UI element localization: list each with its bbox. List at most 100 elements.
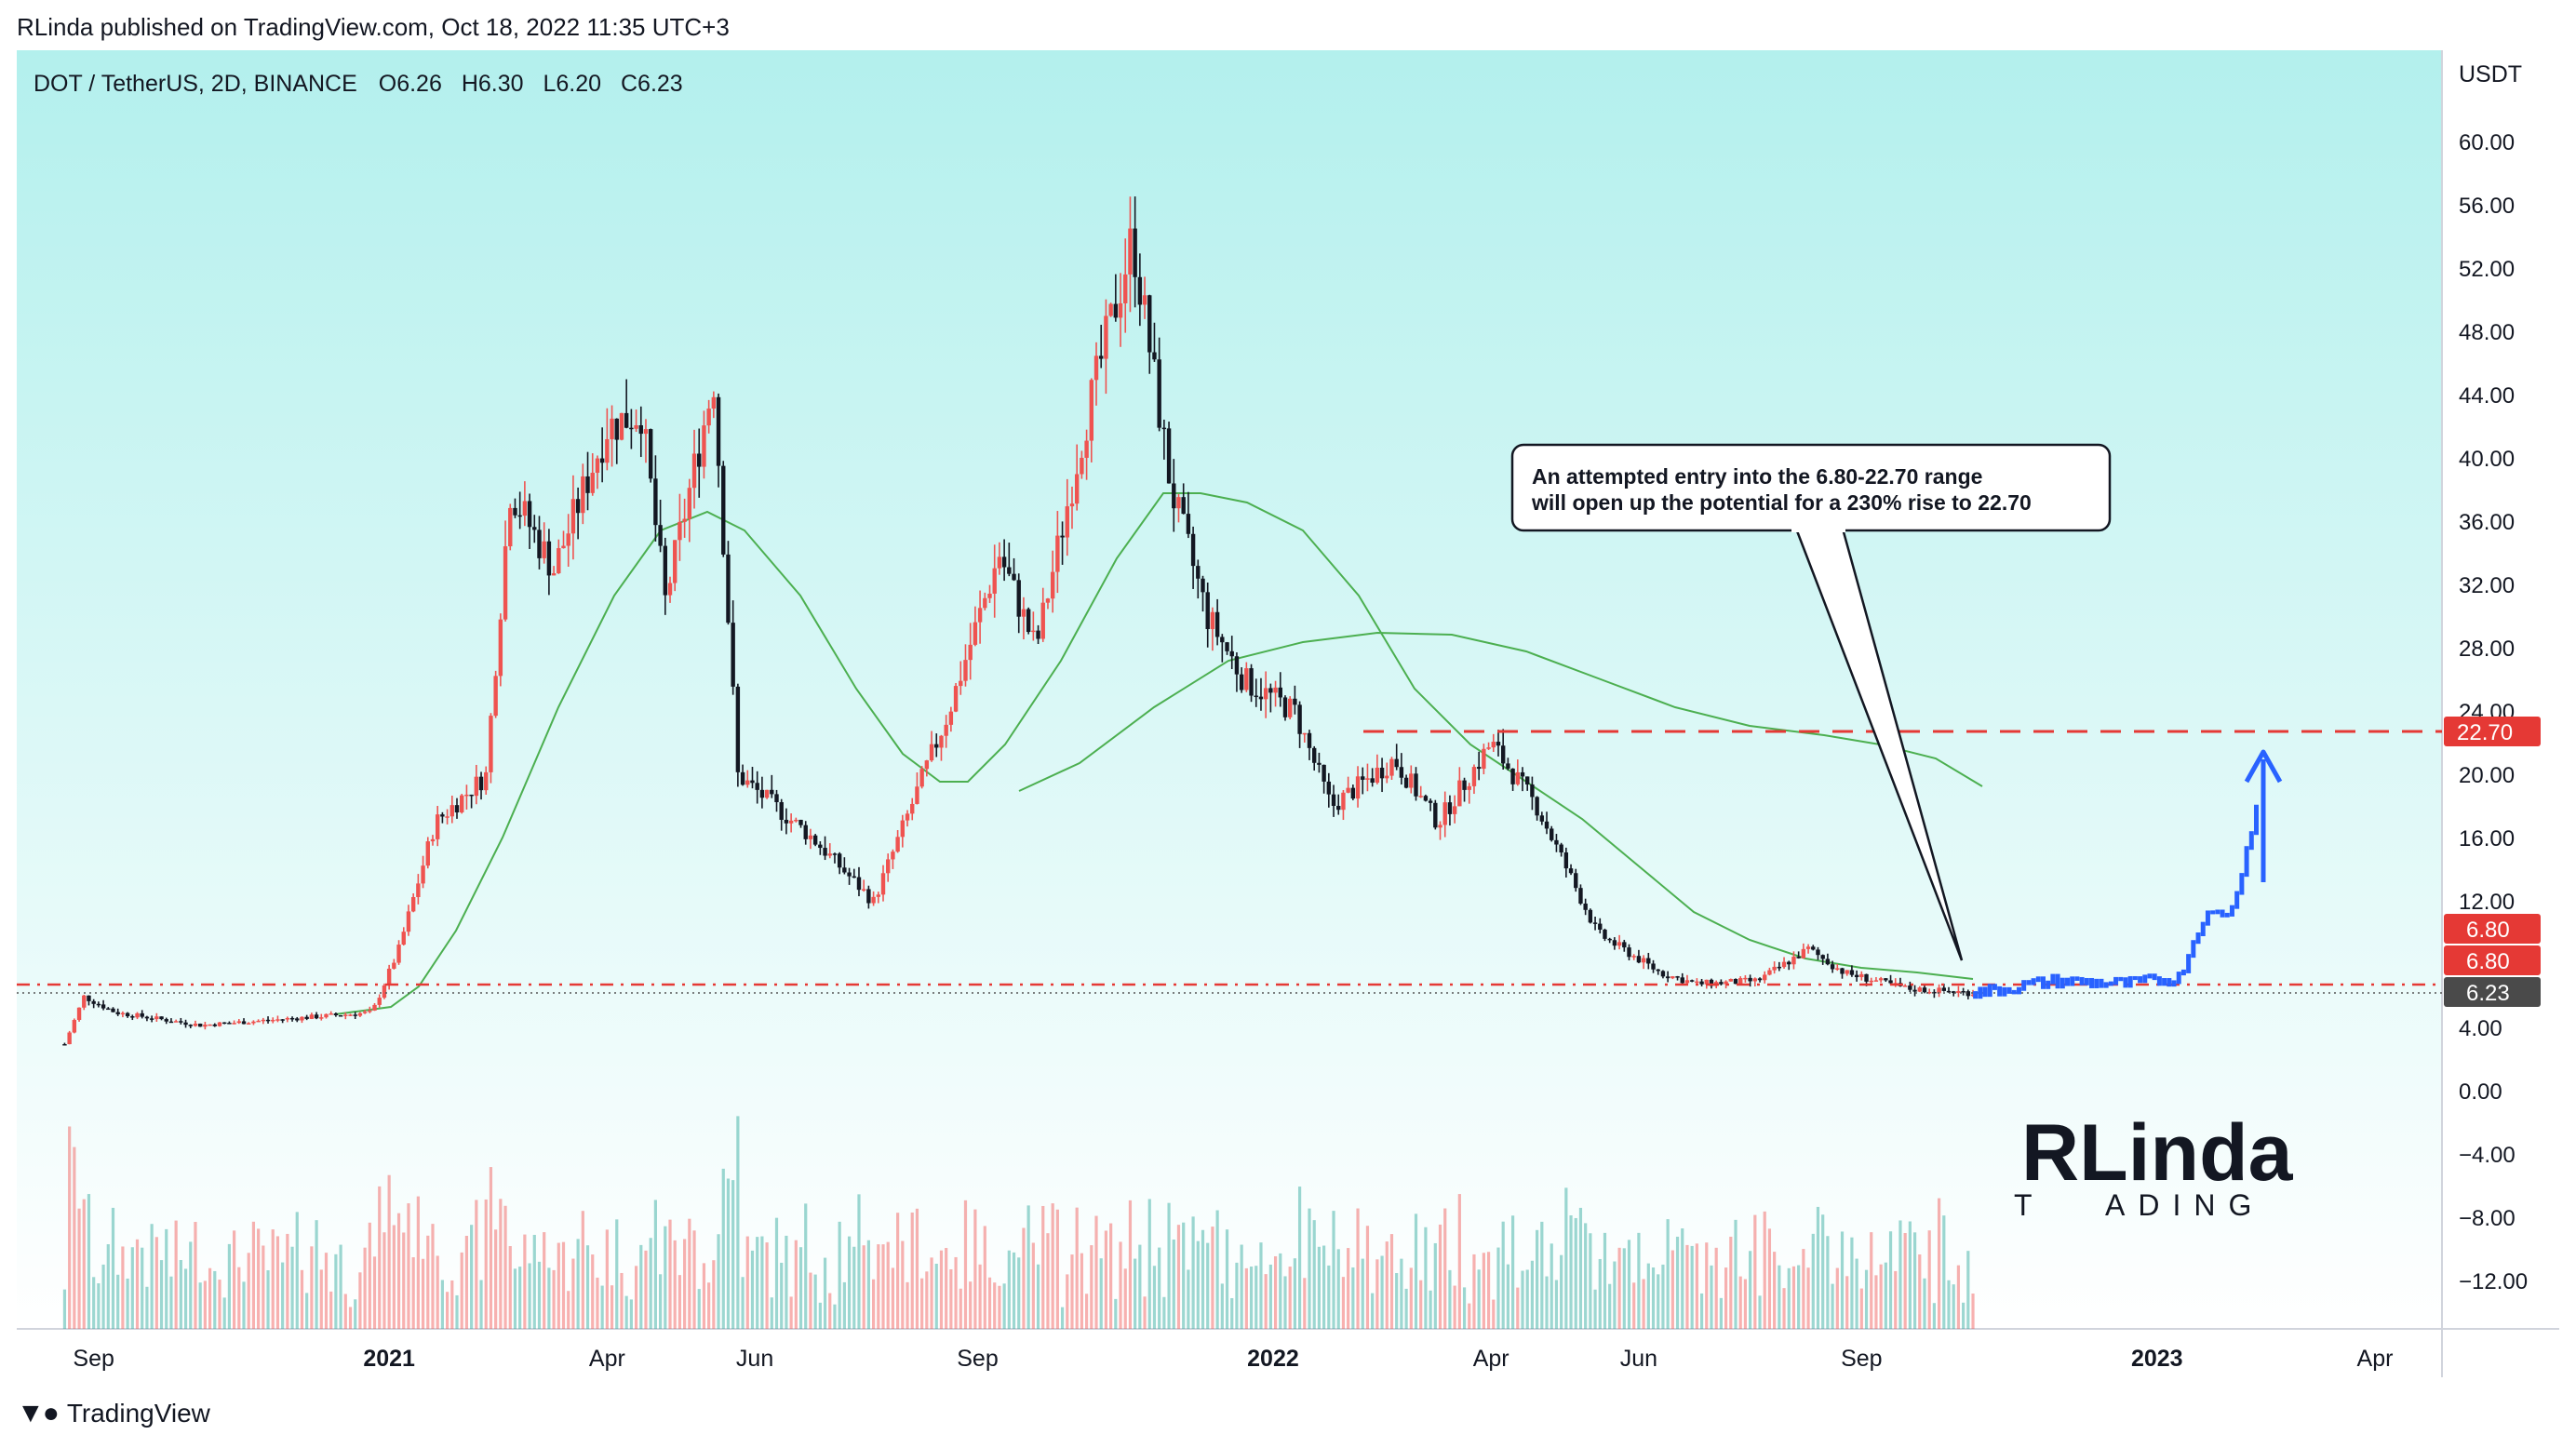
candle-body bbox=[96, 1003, 101, 1006]
volume-bar bbox=[1341, 1277, 1346, 1329]
candle-body bbox=[1361, 776, 1365, 780]
price-tick-label: 40.00 bbox=[2459, 447, 2515, 472]
volume-bar bbox=[271, 1229, 275, 1329]
candle-body bbox=[82, 995, 87, 1008]
volume-bar bbox=[1336, 1249, 1340, 1329]
volume-bar bbox=[798, 1247, 803, 1329]
candle-body bbox=[1108, 303, 1113, 316]
candle-body bbox=[460, 795, 464, 813]
candle-body bbox=[1952, 991, 1956, 994]
volume-bar bbox=[1419, 1280, 1423, 1329]
ohlc-close: C6.23 bbox=[621, 71, 683, 97]
candle-body bbox=[1482, 748, 1486, 770]
candle-body bbox=[1636, 956, 1642, 963]
volume-bar bbox=[1525, 1269, 1529, 1329]
candle-body bbox=[638, 424, 643, 435]
volume-bar bbox=[1060, 1307, 1065, 1329]
candle-body bbox=[1917, 987, 1922, 992]
volume-bar bbox=[1791, 1266, 1796, 1329]
volume-bar bbox=[896, 1213, 900, 1329]
candle-body bbox=[1787, 961, 1791, 965]
forecast-bar bbox=[2186, 954, 2192, 973]
volume-bar bbox=[372, 1256, 377, 1329]
tradingview-logo-icon: ▼● bbox=[17, 1398, 60, 1428]
candle-body bbox=[319, 1017, 324, 1019]
candle-body bbox=[1535, 797, 1539, 816]
volume-bar bbox=[310, 1246, 314, 1329]
volume-bar bbox=[1099, 1258, 1103, 1329]
volume-bar bbox=[305, 1293, 309, 1329]
price-tick-label: 36.00 bbox=[2459, 510, 2515, 535]
candle-body bbox=[1510, 768, 1515, 784]
volume-bar bbox=[818, 1302, 822, 1329]
entry-price-tag-2 bbox=[2444, 945, 2541, 975]
candle-body bbox=[542, 541, 546, 558]
candle-body bbox=[1878, 978, 1884, 981]
candle-body bbox=[1190, 533, 1196, 567]
candle-body bbox=[1322, 764, 1326, 782]
volume-bar bbox=[354, 1299, 357, 1329]
forecast-arrow bbox=[2244, 749, 2283, 882]
candle-body bbox=[236, 1021, 242, 1024]
volume-bar bbox=[1536, 1229, 1539, 1329]
candle-body bbox=[575, 499, 581, 514]
candle-body bbox=[1414, 773, 1418, 797]
volume-bar bbox=[1782, 1288, 1786, 1329]
volume-bar bbox=[615, 1219, 619, 1329]
volume-bar bbox=[1637, 1232, 1641, 1329]
volume-bar bbox=[1308, 1208, 1311, 1329]
candle-body bbox=[353, 1014, 357, 1016]
candle-body bbox=[1530, 784, 1535, 798]
entry-price-tag-1-text: 6.80 bbox=[2466, 918, 2510, 943]
candle-body bbox=[1864, 973, 1869, 982]
volume-bar bbox=[852, 1246, 856, 1329]
volume-bar bbox=[605, 1229, 609, 1329]
volume-bar bbox=[973, 1209, 977, 1329]
volume-bar bbox=[983, 1226, 986, 1329]
volume-bar bbox=[1201, 1229, 1205, 1329]
volume-bar bbox=[1840, 1231, 1845, 1329]
volume-bar bbox=[993, 1282, 997, 1329]
volume-bar bbox=[717, 1234, 720, 1329]
volume-bar bbox=[106, 1244, 110, 1329]
candle-body bbox=[221, 1022, 227, 1025]
candle-body bbox=[658, 525, 663, 546]
candle-body bbox=[1641, 958, 1646, 963]
tradingview-footer[interactable]: ▼● TradingView bbox=[17, 1398, 210, 1429]
candle-body bbox=[1743, 977, 1748, 980]
volume-bar bbox=[1821, 1214, 1825, 1329]
forecast-bar bbox=[2220, 909, 2225, 918]
candle-body bbox=[624, 412, 629, 428]
moving-averages bbox=[334, 492, 1983, 1015]
forecast-bar bbox=[2195, 932, 2201, 945]
volume-bar bbox=[1424, 1227, 1428, 1329]
volume-bar bbox=[683, 1239, 687, 1329]
price-tick-label: 28.00 bbox=[2459, 637, 2515, 662]
volume-bar bbox=[1472, 1254, 1476, 1329]
forecast-bar bbox=[2070, 976, 2075, 986]
volume-bar bbox=[1598, 1258, 1602, 1329]
volume-bar bbox=[557, 1242, 560, 1329]
forecast-bar bbox=[2103, 982, 2109, 988]
volume-bar bbox=[126, 1278, 129, 1329]
candle-body bbox=[992, 568, 997, 594]
volume-bar bbox=[1279, 1253, 1282, 1329]
candle-body bbox=[1307, 732, 1312, 748]
target-price-tag bbox=[2444, 717, 2541, 746]
candle-body bbox=[247, 1023, 251, 1025]
volume-bar bbox=[1763, 1211, 1766, 1329]
candle-body bbox=[1849, 970, 1855, 975]
candle-body bbox=[203, 1025, 208, 1027]
volume-bar bbox=[765, 1242, 769, 1329]
candle-body bbox=[377, 998, 382, 1005]
volume-bar bbox=[528, 1263, 531, 1329]
volume-bar bbox=[1540, 1221, 1544, 1329]
volume-bar bbox=[1114, 1298, 1118, 1329]
candle-body bbox=[1854, 974, 1859, 978]
candle-body bbox=[348, 1014, 353, 1016]
forecast-bar bbox=[2089, 977, 2095, 988]
candle-body bbox=[1651, 963, 1656, 970]
volume-bar bbox=[1438, 1224, 1442, 1329]
candle-body bbox=[406, 911, 411, 932]
